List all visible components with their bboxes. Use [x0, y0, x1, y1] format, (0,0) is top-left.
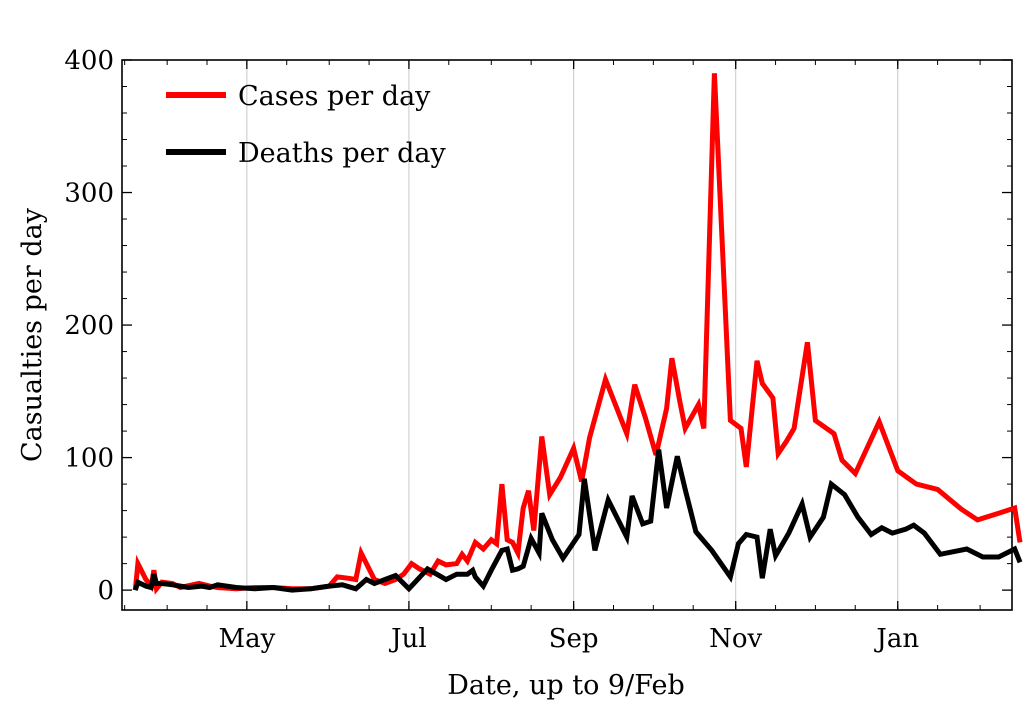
legend: Cases per day Deaths per day	[166, 81, 447, 169]
y-tick-label: 0	[97, 576, 114, 606]
series-line-deaths	[132, 449, 1023, 593]
x-tick-label: Sep	[549, 624, 599, 654]
x-tick-label: Jan	[873, 624, 919, 654]
x-tick-label: Jul	[388, 624, 426, 654]
legend-label-cases: Cases per day	[238, 81, 431, 112]
y-tick-label: 200	[64, 311, 114, 341]
axis-ticks: May Jul Sep Nov Jan 0 100 200 300 400	[64, 46, 1012, 654]
x-axis-label: Date, up to 9/Feb	[447, 670, 684, 701]
y-tick-label: 300	[64, 179, 114, 209]
x-tick-label: May	[218, 624, 275, 654]
legend-label-deaths: Deaths per day	[238, 138, 447, 169]
y-axis-label: Casualties per day	[17, 207, 48, 462]
series-lines	[132, 73, 1023, 595]
vertical-gridlines	[246, 60, 899, 610]
x-tick-label: Nov	[709, 624, 762, 654]
y-tick-label: 400	[64, 46, 114, 76]
y-tick-label: 100	[64, 444, 114, 474]
plot-frame	[121, 59, 1013, 611]
